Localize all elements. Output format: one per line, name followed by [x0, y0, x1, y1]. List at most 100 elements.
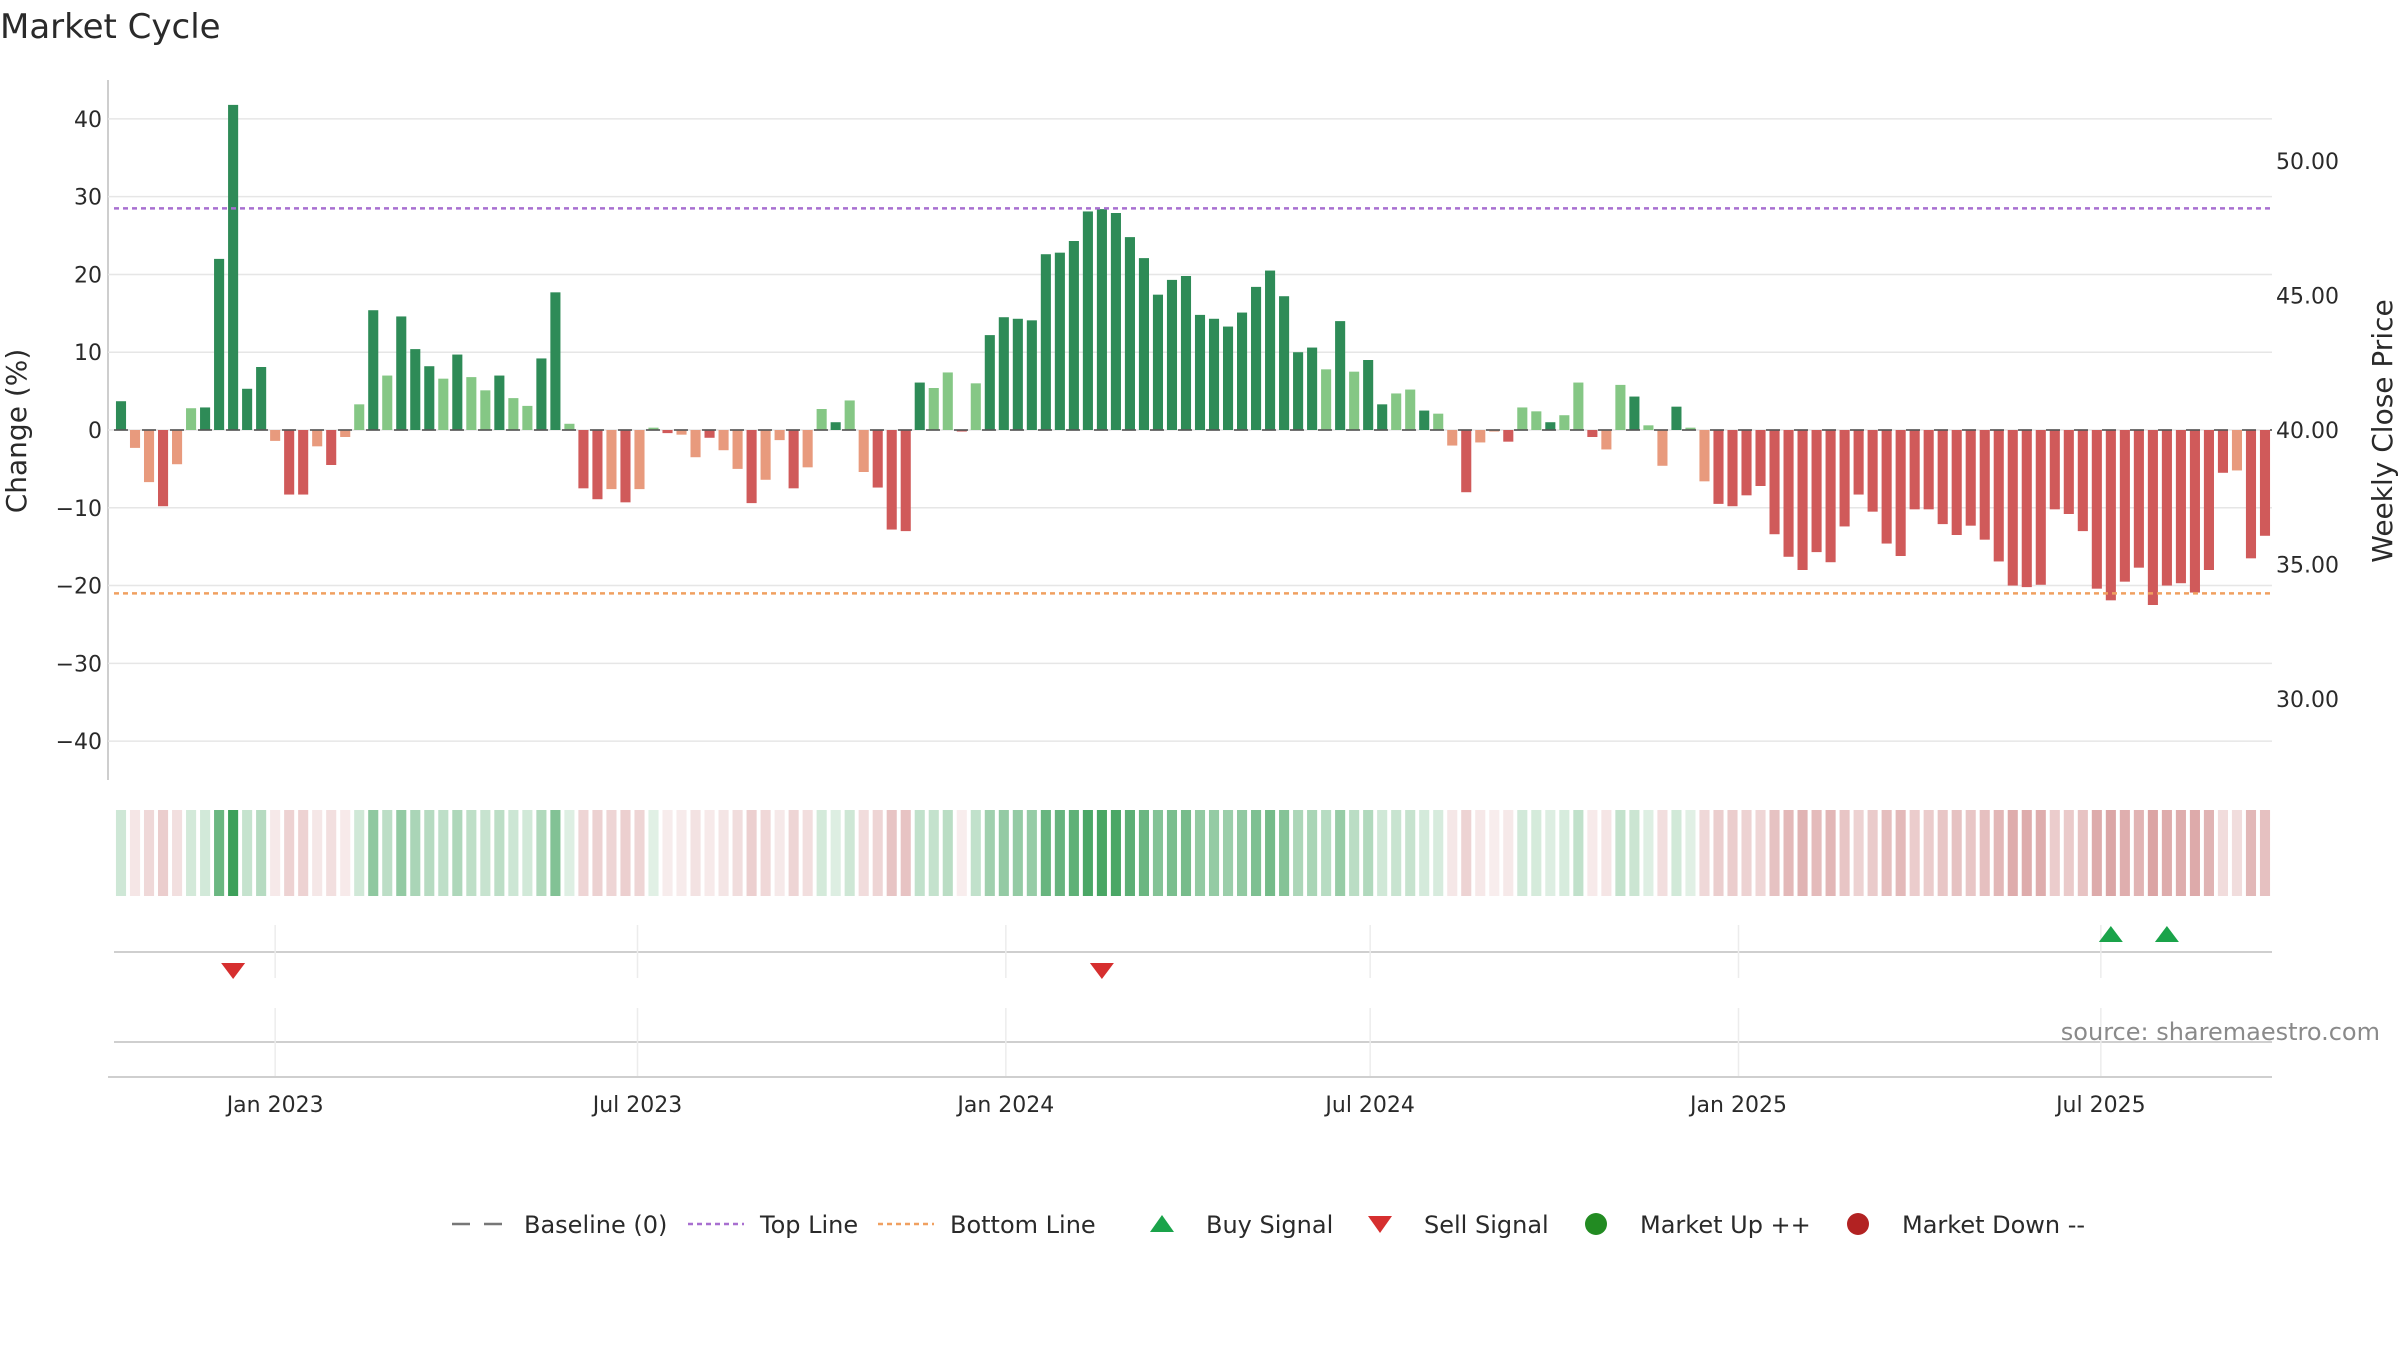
strip-cell: [1769, 810, 1780, 896]
bar: [662, 430, 673, 434]
strip-cell: [1377, 810, 1388, 896]
bar: [1993, 430, 2004, 562]
strip-cell: [1755, 810, 1766, 896]
strip-cell: [480, 810, 491, 896]
bar: [760, 430, 771, 480]
strip-cell: [1475, 810, 1486, 896]
bar: [2161, 430, 2172, 586]
strip-cell: [1825, 810, 1836, 896]
bar: [1124, 237, 1135, 430]
strip-cell: [494, 810, 505, 896]
strip-cell: [1811, 810, 1822, 896]
strip-cell: [718, 810, 729, 896]
bar: [1040, 254, 1051, 430]
strip-cell: [746, 810, 757, 896]
bar: [802, 430, 813, 468]
strip-cell: [578, 810, 589, 896]
bar: [1979, 430, 1990, 540]
legend-swatch: [1368, 1216, 1392, 1233]
strip-cell: [1699, 810, 1710, 896]
strip-cell: [1923, 810, 1934, 896]
strip-cell: [326, 810, 337, 896]
source-credit: source: sharemaestro.com: [2061, 1018, 2380, 1046]
strip-cell: [2259, 810, 2271, 896]
bar: [2049, 430, 2060, 510]
strip-cell: [242, 810, 253, 896]
y2-axis-title: Weekly Close Price: [2366, 299, 2399, 562]
legend-item: Buy Signal: [1150, 1211, 1333, 1239]
strip-cell: [914, 810, 925, 896]
legend-label: Top Line: [759, 1211, 858, 1239]
strip-cell: [1503, 810, 1514, 896]
x-tick-label: Jul 2024: [1323, 1093, 1415, 1118]
bar: [886, 430, 897, 530]
strip-cell: [312, 810, 323, 896]
buy-signal-marker: [2154, 926, 2179, 942]
bar: [2119, 430, 2130, 582]
strip-cell: [1713, 810, 1724, 896]
bar: [1180, 276, 1192, 430]
strip-cell: [606, 810, 617, 896]
y-tick-label: 30: [74, 186, 102, 211]
strip-cell: [1279, 810, 1290, 896]
bar: [634, 430, 645, 490]
strip-cell: [2077, 810, 2088, 896]
strip-cell: [1545, 810, 1556, 896]
strip-cell: [2091, 810, 2102, 896]
x-tick-label: Jul 2025: [2054, 1093, 2146, 1118]
market-panel: [114, 1008, 2272, 1076]
y-axis-title: Change (%): [0, 349, 33, 514]
strip-cell: [620, 810, 631, 896]
strip-cell: [256, 810, 267, 896]
strip-cell: [1447, 810, 1458, 896]
strip-cell: [2175, 810, 2186, 896]
bar: [620, 430, 631, 503]
bar: [536, 358, 547, 430]
y2-tick-label: 50.00: [2276, 150, 2339, 175]
bar: [564, 423, 575, 430]
strip-cell: [1461, 810, 1472, 896]
y2-tick-label: 45.00: [2276, 284, 2339, 309]
bar: [143, 430, 155, 483]
bar: [228, 104, 239, 430]
bar: [1727, 430, 1738, 507]
strip-cell: [2021, 810, 2032, 896]
strip-cell: [1909, 810, 1920, 896]
strip-cell: [1853, 810, 1864, 896]
strip-cell: [984, 810, 995, 896]
bar: [2147, 430, 2158, 605]
strip-cell: [956, 810, 967, 896]
sell-signal-marker: [221, 963, 246, 979]
bar: [648, 427, 659, 430]
strip-cell: [1138, 810, 1149, 896]
legend-item: Baseline (0): [452, 1211, 667, 1239]
bar: [1419, 410, 1430, 430]
strip-cell: [830, 810, 841, 896]
bar: [1152, 294, 1164, 430]
bar: [1741, 430, 1752, 496]
strip-cell: [676, 810, 687, 896]
strip-cell: [522, 810, 533, 896]
strip-cell: [115, 810, 127, 896]
strip-cell: [1867, 810, 1878, 896]
bar: [1110, 213, 1121, 430]
y-tick-label: −30: [56, 652, 102, 677]
bar: [1755, 430, 1766, 486]
strip-cell: [186, 810, 197, 896]
bar: [270, 430, 281, 441]
bar: [1293, 352, 1304, 430]
legend-label: Baseline (0): [524, 1211, 667, 1239]
legend-item: Market Down --: [1847, 1211, 2085, 1239]
strip-cell: [1082, 810, 1093, 896]
bar: [1923, 430, 1934, 510]
bar: [410, 349, 421, 430]
strip-cell: [1573, 810, 1584, 896]
bar: [900, 430, 911, 532]
bar: [1573, 382, 1584, 430]
strip-cell: [1180, 810, 1192, 896]
strip-cell: [1839, 810, 1850, 896]
bar: [2133, 430, 2144, 568]
bar: [452, 354, 463, 430]
bar: [298, 430, 309, 495]
strip-cell: [2231, 810, 2243, 896]
